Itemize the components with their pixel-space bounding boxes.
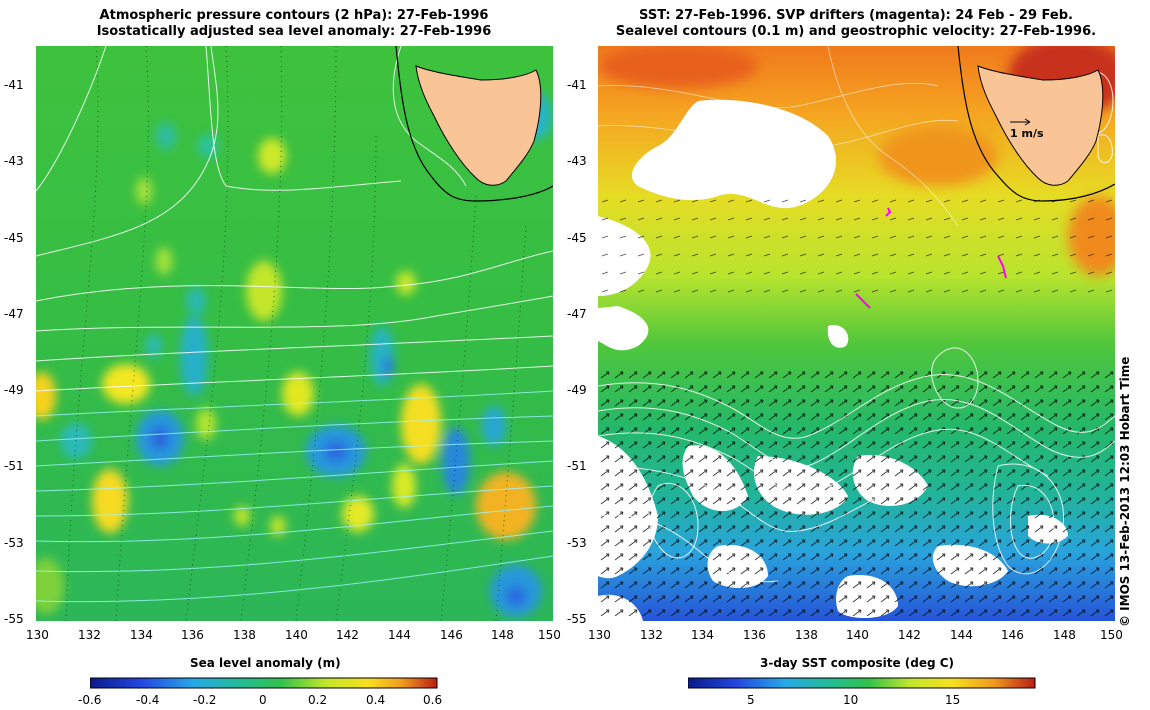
right-y-tick: -41 bbox=[567, 78, 587, 92]
sea-level-anomaly-map[interactable] bbox=[36, 46, 553, 621]
tasmania-land bbox=[415, 65, 542, 186]
left-colorbar bbox=[90, 677, 438, 689]
left-y-tick: -53 bbox=[4, 536, 24, 550]
left-x-tick: 146 bbox=[440, 628, 463, 642]
right-x-tick: 138 bbox=[795, 628, 818, 642]
left-x-tick: 144 bbox=[388, 628, 411, 642]
left-cb-tick: -0.4 bbox=[136, 693, 160, 707]
left-y-tick: -45 bbox=[4, 231, 24, 245]
left-title: Atmospheric pressure contours (2 hPa): 2… bbox=[36, 8, 552, 40]
left-cb-tick: 0 bbox=[259, 693, 267, 707]
left-x-tick: 140 bbox=[285, 628, 308, 642]
right-title-line2: Sealevel contours (0.1 m) and geostrophi… bbox=[615, 24, 1097, 39]
left-cb-tick: 0.2 bbox=[308, 693, 328, 707]
right-y-tick: -55 bbox=[567, 612, 587, 626]
slm-dotted-lines bbox=[65, 46, 527, 621]
right-y-tick: -53 bbox=[567, 536, 587, 550]
left-x-tick: 130 bbox=[26, 628, 49, 642]
right-x-tick: 136 bbox=[743, 628, 766, 642]
left-x-tick: 136 bbox=[181, 628, 204, 642]
sealevel-contours bbox=[598, 71, 1115, 583]
right-x-tick: 148 bbox=[1053, 628, 1076, 642]
right-x-tick: 144 bbox=[950, 628, 973, 642]
left-x-tick: 142 bbox=[336, 628, 359, 642]
right-x-tick: 132 bbox=[640, 628, 663, 642]
right-colorbar-title: 3-day SST composite (deg C) bbox=[760, 656, 955, 670]
sst-map[interactable]: 1 m/s bbox=[598, 46, 1115, 621]
left-y-tick: -49 bbox=[4, 383, 24, 397]
pressure-contours bbox=[36, 46, 553, 392]
right-y-tick: -51 bbox=[567, 459, 587, 473]
right-y-tick: -45 bbox=[567, 231, 587, 245]
sealevel-contours-upper bbox=[598, 46, 959, 227]
right-x-tick: 134 bbox=[691, 628, 714, 642]
imos-credit: © IMOS 13-Feb-2013 12:03 Hobart Time bbox=[1118, 356, 1132, 627]
right-y-tick: -47 bbox=[567, 307, 587, 321]
velocity-scale-label: 1 m/s bbox=[1010, 127, 1044, 140]
tasmania-land bbox=[977, 65, 1104, 186]
left-y-tick: -47 bbox=[4, 307, 24, 321]
left-title-line1: Atmospheric pressure contours (2 hPa): 2… bbox=[99, 8, 489, 23]
left-cb-tick: -0.6 bbox=[78, 693, 102, 707]
right-cb-tick: 10 bbox=[843, 693, 859, 707]
right-x-tick: 146 bbox=[1001, 628, 1024, 642]
left-title-line2: Isostatically adjusted sea level anomaly… bbox=[96, 24, 492, 39]
left-y-tick: -43 bbox=[4, 154, 24, 168]
right-colorbar bbox=[688, 677, 1036, 689]
tasmania-coast-outline bbox=[957, 46, 1115, 202]
right-x-tick: 150 bbox=[1100, 628, 1123, 642]
left-y-tick: -51 bbox=[4, 459, 24, 473]
left-colorbar-title: Sea level anomaly (m) bbox=[190, 656, 341, 670]
right-y-tick: -49 bbox=[567, 383, 587, 397]
right-title: SST: 27-Feb-1996. SVP drifters (magenta)… bbox=[598, 8, 1114, 40]
left-x-tick: 138 bbox=[233, 628, 256, 642]
tasmania-coast-outline bbox=[395, 46, 553, 202]
left-x-tick: 148 bbox=[491, 628, 514, 642]
right-cb-tick: 15 bbox=[945, 693, 961, 707]
right-x-tick: 130 bbox=[588, 628, 611, 642]
left-x-tick: 150 bbox=[538, 628, 561, 642]
velocity-arrow bbox=[1010, 118, 1031, 126]
left-y-tick: -55 bbox=[4, 612, 24, 626]
left-cb-tick: -0.2 bbox=[193, 693, 217, 707]
left-cb-tick: 0.4 bbox=[366, 693, 386, 707]
right-x-tick: 142 bbox=[898, 628, 921, 642]
left-cb-tick: 0.6 bbox=[423, 693, 443, 707]
left-y-tick: -41 bbox=[4, 78, 24, 92]
velocity-field-south bbox=[598, 366, 1115, 616]
right-cb-tick: 5 bbox=[747, 693, 755, 707]
right-x-tick: 140 bbox=[846, 628, 869, 642]
left-x-tick: 134 bbox=[130, 628, 153, 642]
velocity-field-north bbox=[598, 186, 1115, 306]
left-x-tick: 132 bbox=[78, 628, 101, 642]
right-y-tick: -43 bbox=[567, 154, 587, 168]
pressure-contours-cyan bbox=[36, 390, 553, 603]
right-title-line1: SST: 27-Feb-1996. SVP drifters (magenta)… bbox=[639, 8, 1073, 23]
svp-drifter-tracks bbox=[855, 207, 1007, 309]
